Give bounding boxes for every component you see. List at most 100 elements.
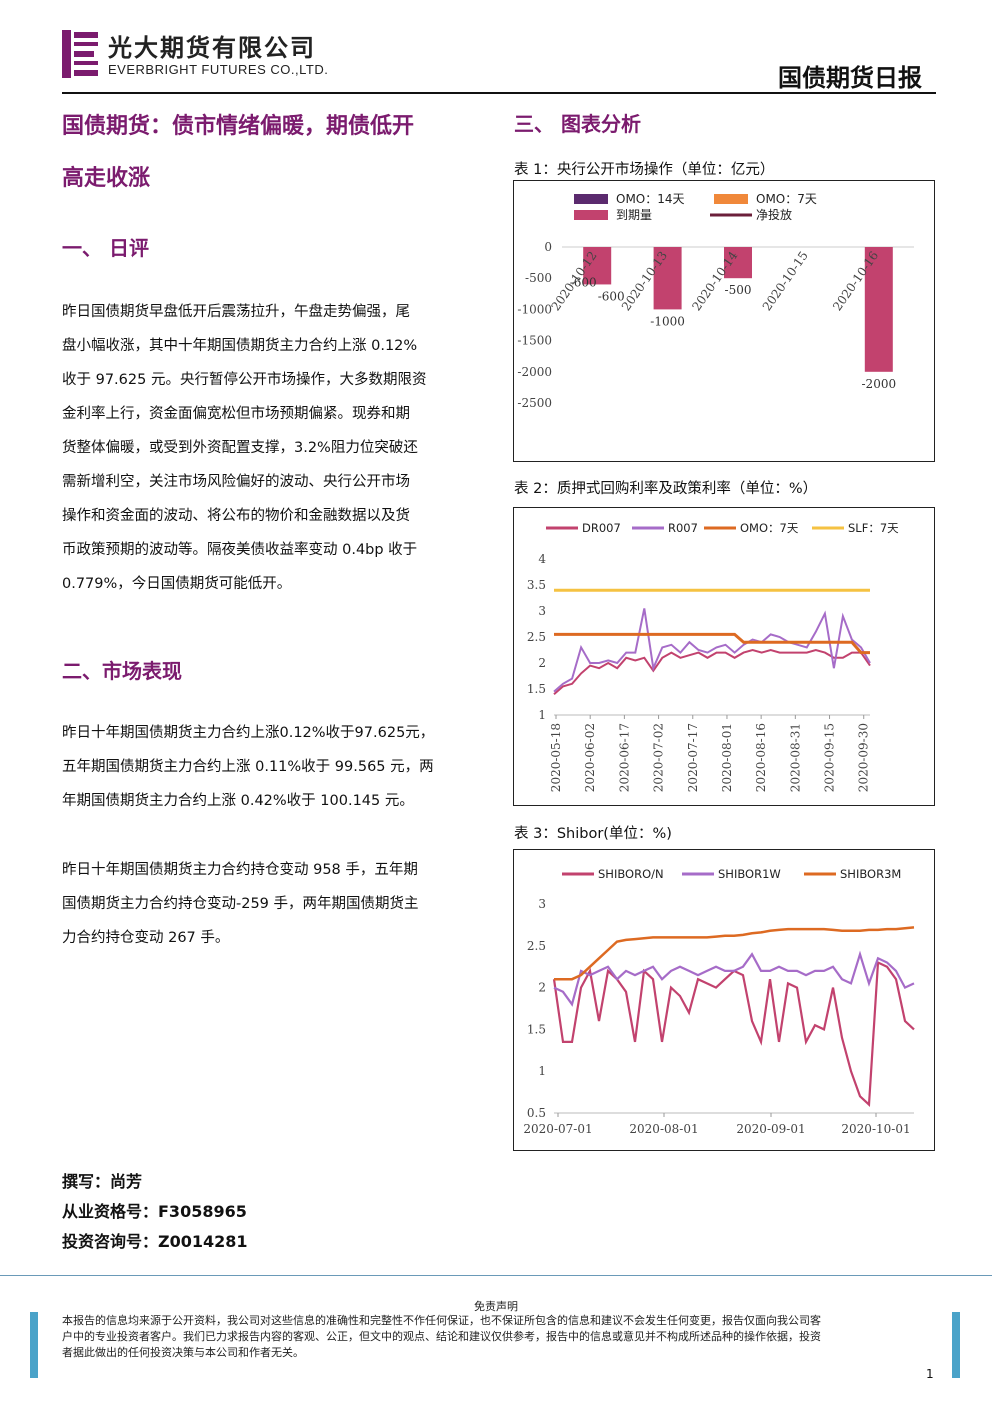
x-tick-label: 2020-07-01 (523, 1122, 592, 1136)
disclaimer-text: 本报告的信息均来源于公开资料，我公司对这些信息的准确性和完整性不作任何保证，也不… (62, 1313, 932, 1361)
text-line: 年期国债期货主力合约上涨 0.42%收于 100.145 元。 (62, 793, 414, 809)
series-line (553, 950, 915, 1007)
footer-right-accent (952, 1312, 960, 1378)
footer-left-accent (30, 1312, 38, 1378)
legend-label: 到期量 (616, 208, 652, 222)
x-tick-label: 2020-09-01 (736, 1122, 805, 1136)
company-logo (62, 30, 100, 78)
x-tick-label: 2020-08-01 (720, 723, 734, 792)
disclaimer-line: 本报告的信息均来源于公开资料，我公司对这些信息的准确性和完整性不作任何保证，也不… (62, 1314, 821, 1327)
text-line: 昨日国债期货早盘低开后震荡拉升，午盘走势偏强，尾 (62, 304, 410, 320)
y-tick-label: -500 (525, 271, 552, 285)
text-line: 币政策预期的波动等。隔夜美债收益率变动 0.4bp 收于 (62, 542, 418, 558)
series-line (554, 926, 915, 981)
chart3-caption: 表 3：Shibor(单位：%) (514, 826, 672, 842)
text-line: 0.779%，今日国债期货可能低开。 (62, 576, 292, 592)
series-line (553, 608, 871, 693)
y-tick-label: -1000 (517, 302, 552, 316)
daily-comment-paragraph: 昨日国债期货早盘低开后震荡拉升，午盘走势偏强，尾 盘小幅收涨，其中十年期国债期货… (62, 295, 487, 601)
section-heading-charts: 三、 图表分析 (514, 112, 641, 136)
article-title-line1: 国债期货：债市情绪偏暖，期债低开 (62, 114, 415, 139)
bar-maturity (653, 247, 682, 310)
legend-swatch (714, 194, 748, 204)
chart2-caption: 表 2：质押式回购利率及政策利率（单位：%） (514, 481, 818, 497)
disclaimer-line: 户中的专业投资者客户。我们已力求报告内容的客观、公正，但文中的观点、结论和建议仅… (62, 1330, 821, 1343)
y-tick-label: 4 (538, 552, 546, 566)
x-tick-label: 2020-09-15 (823, 723, 837, 792)
x-tick-label: 2020-10-14 (689, 248, 740, 313)
x-tick-label: 2020-08-01 (629, 1122, 698, 1136)
author-line: 撰写：尚芳 (62, 1172, 143, 1191)
y-tick-label: 1 (538, 708, 546, 722)
series-line (552, 960, 915, 1107)
chart1-frame: OMO：14天 OMO：7天到期量 净投放 0 -500 -1000 -1500 -2000 -… (513, 180, 935, 462)
disclaimer-line: 者据此做出的任何投资决策与本公司和作者无关。 (62, 1346, 304, 1359)
chart1-caption: 表 1：央行公开市场操作（单位：亿元） (514, 162, 775, 178)
chart2-frame: DR007 R007 OMO：7天 SLF：7天 1 1.5 2 2.5 3 3.5 4 2020-0… (513, 507, 935, 806)
y-tick-label: 2 (538, 981, 546, 995)
footer-divider (0, 1275, 992, 1276)
y-tick-label: -2000 (517, 365, 552, 379)
text-line: 昨日十年期国债期货主力合约持仓变动 958 手，五年期 (62, 862, 418, 878)
series-line (553, 648, 871, 695)
text-line: 力合约持仓变动 267 手。 (62, 930, 230, 946)
bar-maturity (864, 247, 893, 372)
consult-line: 投资咨询号：Z0014281 (62, 1232, 248, 1251)
y-tick-label: 1.5 (527, 1022, 546, 1036)
legend-label: OMO：7天 (756, 192, 817, 206)
legend-label: SHIBORO/N (598, 867, 664, 881)
section-heading-market: 二、市场表现 (62, 659, 182, 683)
chart3-frame: SHIBORO/N SHIBOR1W SHIBOR3M 0.5 1 1.5 2 2.5 3 202… (513, 849, 935, 1151)
text-line: 昨日十年期国债期货主力合约上涨0.12%收于97.625元， (62, 725, 435, 741)
x-tick-label: 2020-10-15 (760, 249, 811, 314)
company-name-cn: 光大期货有限公司 (108, 33, 316, 62)
x-tick-label: 2020-10-01 (841, 1122, 910, 1136)
data-label: -600 (570, 275, 597, 289)
data-label: -600 (598, 289, 625, 303)
repo-rate-line-chart: DR007 R007 OMO：7天 SLF：7天 1 1.5 2 2.5 3 3.5 4 2020-0… (527, 521, 899, 792)
y-tick-label: 0.5 (527, 1106, 546, 1120)
x-tick-label: 2020-08-16 (754, 723, 768, 792)
y-tick-label: 3 (538, 897, 546, 911)
market-paragraph-1: 昨日十年期国债期货主力合约上涨0.12%收于97.625元， 五年期国债期货主力… (62, 716, 487, 818)
y-tick-label: 0 (544, 240, 552, 254)
y-tick-label: 3 (538, 604, 546, 618)
legend-label: OMO：7天 (740, 521, 799, 535)
legend-label: 净投放 (756, 207, 792, 222)
data-label: -500 (725, 283, 752, 297)
bar-maturity (724, 247, 752, 279)
text-line: 货整体偏暖，或受到外资配置支撑，3.2%阻力位突破还 (62, 440, 418, 456)
shibor-line-chart: SHIBORO/N SHIBOR1W SHIBOR3M 0.5 1 1.5 2 2.5 3 202… (523, 867, 915, 1136)
x-tick-label: 2020-05-18 (549, 723, 563, 792)
text-line: 操作和资金面的波动、将公布的物价和金融数据以及货 (62, 508, 410, 524)
x-tick-label: 2020-07-17 (686, 723, 700, 792)
y-tick-label: -1500 (517, 334, 552, 348)
x-tick-label: 2020-07-02 (652, 723, 666, 792)
text-line: 收于 97.625 元。央行暂停公开市场操作，大多数期限资 (62, 372, 427, 388)
legend-swatch (574, 194, 608, 204)
legend-label: SHIBOR1W (718, 867, 781, 881)
x-tick-label: 2020-06-02 (583, 723, 597, 792)
header-divider (62, 92, 936, 94)
legend-label: OMO：14天 (616, 192, 685, 206)
text-line: 金利率上行，资金面偏宽松但市场预期偏紧。现券和期 (62, 406, 410, 422)
series-line (554, 632, 870, 655)
market-paragraph-2: 昨日十年期国债期货主力合约持仓变动 958 手，五年期 国债期货主力合约持仓变动… (62, 853, 487, 955)
data-label: -1000 (650, 314, 685, 328)
y-tick-label: -2500 (517, 396, 552, 410)
y-tick-label: 2.5 (527, 630, 546, 644)
text-line: 需新增利空，关注市场风险偏好的波动、央行公开市场 (62, 474, 410, 490)
text-line: 国债期货主力合约持仓变动-259 手，两年期国债期货主 (62, 896, 419, 912)
text-line: 盘小幅收涨，其中十年期国债期货主力合约上涨 0.12% (62, 338, 418, 354)
y-tick-label: 1 (538, 1064, 546, 1078)
legend-label: SLF：7天 (848, 521, 899, 535)
x-tick-label: 2020-09-30 (857, 723, 871, 792)
legend-label: SHIBOR3M (840, 867, 901, 881)
y-tick-label: 2.5 (527, 939, 546, 953)
article-title-line2: 高走收涨 (62, 166, 151, 191)
data-label: -2000 (862, 377, 897, 391)
company-name-en: EVERBRIGHT FUTURES CO.,LTD. (108, 62, 329, 77)
legend-swatch (574, 210, 608, 220)
legend-label: R007 (668, 521, 698, 535)
